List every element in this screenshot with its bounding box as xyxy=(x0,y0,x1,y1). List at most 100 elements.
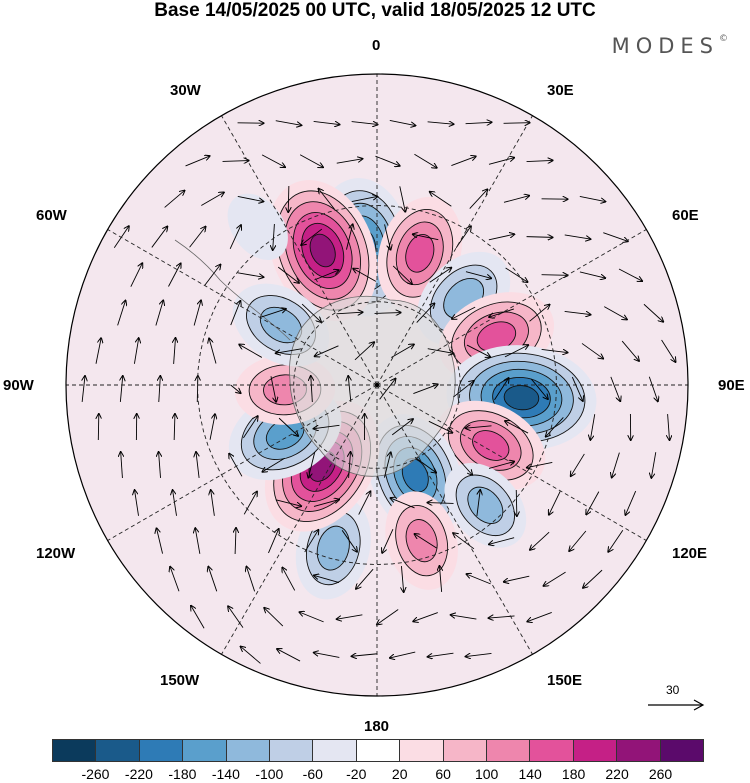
colorbar-swatch xyxy=(183,740,227,761)
wind-arrow xyxy=(193,300,201,326)
lon-label-150e: 150E xyxy=(547,672,583,689)
colorbar-tick-label: -100 xyxy=(255,766,284,782)
wind-arrow xyxy=(516,489,517,516)
wind-arrow xyxy=(151,227,167,248)
wind-arrow xyxy=(603,232,628,242)
wind-arrow xyxy=(209,338,217,364)
wind-arrow xyxy=(358,491,371,515)
wind-arrow xyxy=(264,608,284,627)
lon-label-120w: 120W xyxy=(36,545,76,562)
wind-arrow xyxy=(268,529,278,554)
wind-arrow xyxy=(384,224,391,249)
brand-logo: MODES© xyxy=(612,34,728,58)
colorbar-tick-label: 220 xyxy=(605,766,629,782)
wind-arrow xyxy=(98,414,99,441)
wind-arrow xyxy=(299,154,323,167)
wind-arrow xyxy=(530,378,548,399)
wind-arrow xyxy=(427,348,454,354)
wind-arrow xyxy=(379,379,396,400)
wind-arrow xyxy=(346,224,352,250)
wind-arrow xyxy=(579,195,605,201)
colorbar-swatch xyxy=(530,740,574,761)
wind-arrow xyxy=(157,528,163,554)
wind-arrow xyxy=(261,309,286,318)
wind-arrow xyxy=(454,454,472,474)
wind-arrow xyxy=(82,376,85,402)
wind-arrow xyxy=(277,649,301,662)
wind-arrow xyxy=(300,612,324,623)
wind-arrow xyxy=(237,272,264,277)
wind-arrow xyxy=(549,491,561,514)
wind-arrow xyxy=(159,376,161,403)
map-boundary xyxy=(65,73,689,697)
colorbar-swatch xyxy=(400,740,444,761)
wind-arrow xyxy=(222,161,249,162)
wind-arrow xyxy=(229,225,241,250)
wind-arrow xyxy=(277,266,299,283)
wind-arrow xyxy=(311,376,313,403)
colorbar-swatch xyxy=(443,740,488,761)
wind-arrow xyxy=(401,566,403,592)
lon-label-60e: 60E xyxy=(672,207,699,224)
meridian-line xyxy=(219,384,378,657)
map-title: Base 14/05/2025 00 UTC, valid 18/05/2025… xyxy=(154,0,596,21)
wind-arrow xyxy=(526,160,553,161)
lon-label-30e: 30E xyxy=(547,82,574,99)
wind-arrow xyxy=(282,568,296,591)
colorbar-tick-label: 140 xyxy=(518,766,542,782)
wind-arrow xyxy=(337,614,363,619)
wind-arrow xyxy=(527,612,552,621)
wind-arrow xyxy=(604,306,627,320)
meridian-line xyxy=(376,113,535,386)
wind-arrow xyxy=(275,499,301,506)
wind-arrow xyxy=(452,306,476,319)
anomaly-contour xyxy=(316,525,350,571)
wind-arrow xyxy=(168,264,180,287)
wind-arrow xyxy=(505,421,529,434)
wind-arrow xyxy=(196,452,199,478)
wind-arrow xyxy=(571,376,582,401)
wind-arrow xyxy=(465,271,491,279)
wind-arrow xyxy=(488,234,514,241)
wind-arrow xyxy=(241,647,261,664)
anomaly-contour xyxy=(503,385,540,411)
colorbar xyxy=(52,739,704,762)
wind-arrow xyxy=(301,303,321,322)
anomaly-field xyxy=(227,178,597,600)
wind-arrow xyxy=(230,384,241,393)
colorbar-tick-label: 180 xyxy=(561,766,586,782)
wind-arrow xyxy=(209,414,215,440)
reference-vector: 30 xyxy=(646,683,706,723)
wind-arrow xyxy=(304,530,319,553)
wind-arrow xyxy=(476,490,480,516)
wind-arrow xyxy=(235,528,236,555)
wind-arrow xyxy=(451,615,477,620)
wind-arrow xyxy=(527,461,553,467)
wind-arrow xyxy=(341,530,357,551)
wind-arrow xyxy=(383,452,390,478)
wind-arrow xyxy=(416,303,435,323)
wind-arrow xyxy=(427,122,454,124)
wind-arrow xyxy=(315,345,339,356)
wind-arrow xyxy=(488,158,514,165)
wind-arrow xyxy=(314,575,340,584)
wind-arrow xyxy=(155,301,163,326)
wind-arrow xyxy=(164,191,185,208)
wind-arrow xyxy=(288,185,289,212)
reference-arrow-icon xyxy=(648,699,705,711)
wind-arrow xyxy=(590,414,596,440)
wind-arrow xyxy=(428,503,454,504)
wind-arrow xyxy=(391,419,413,436)
colorbar-tick-label: -140 xyxy=(211,766,240,782)
lon-label-120e: 120E xyxy=(672,545,708,562)
anomaly-neg-150e-b xyxy=(444,462,527,548)
wind-arrow xyxy=(467,574,491,585)
wind-arrow xyxy=(95,338,101,364)
wind-arrow xyxy=(465,122,492,123)
wind-arrow xyxy=(504,575,530,582)
wind-arrow xyxy=(661,339,676,362)
wind-arrow xyxy=(211,490,215,516)
wind-arrow xyxy=(276,348,302,353)
wind-arrow xyxy=(504,345,528,358)
